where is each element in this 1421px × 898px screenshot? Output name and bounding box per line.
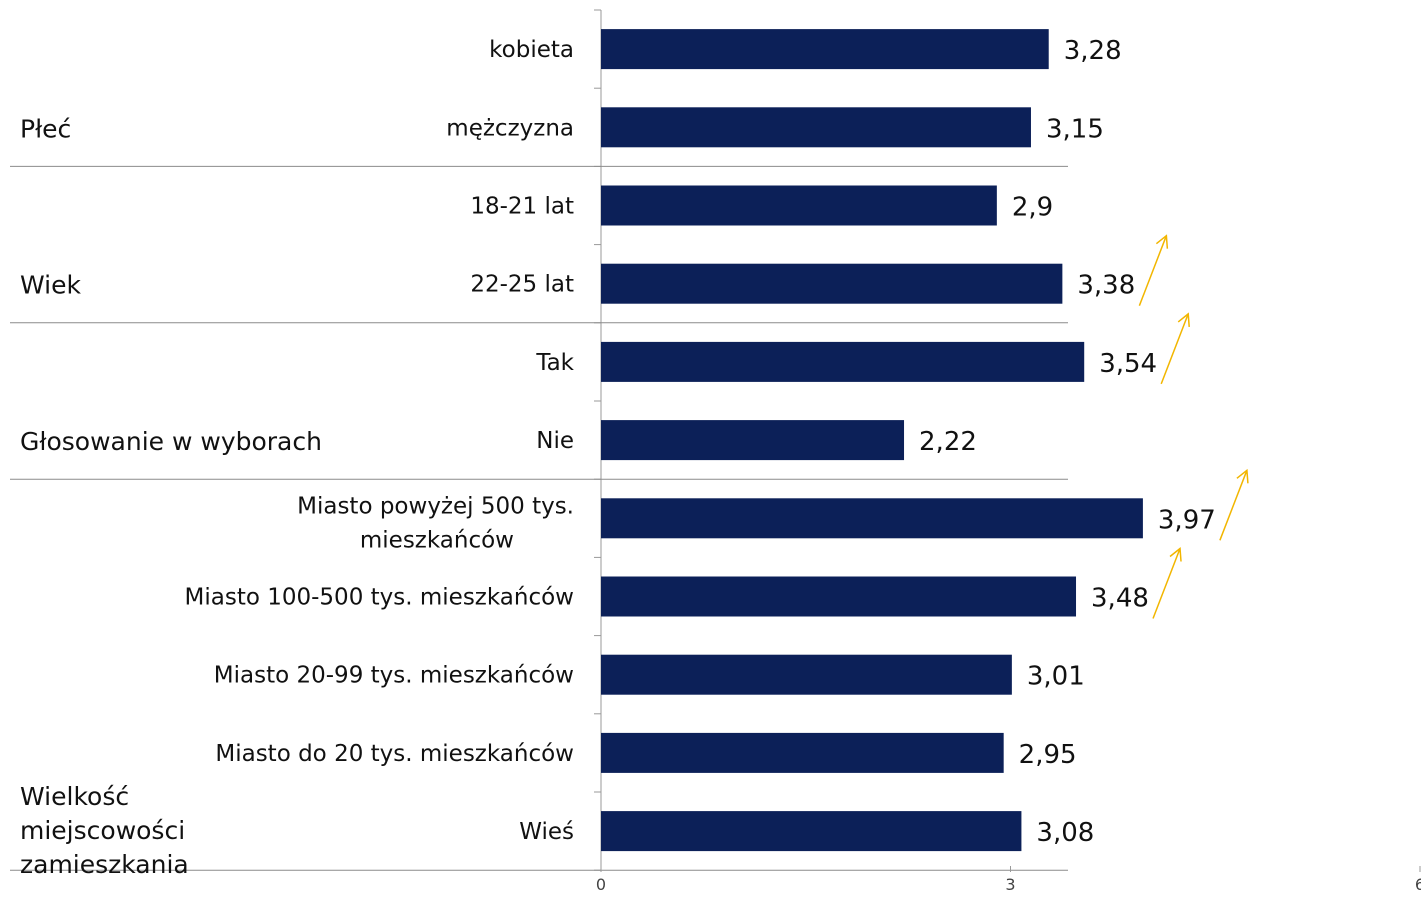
category-label: kobieta bbox=[489, 37, 574, 63]
up-arrow-icon bbox=[1219, 470, 1248, 541]
value-label: 3,54 bbox=[1099, 349, 1157, 379]
bar-7 bbox=[601, 498, 1143, 539]
category-label: Nie bbox=[536, 428, 574, 454]
value-label: 3,97 bbox=[1158, 505, 1216, 535]
category-label: 18-21 lat bbox=[470, 194, 574, 220]
x-tick-label: 3 bbox=[1005, 875, 1015, 894]
x-tick-label: 0 bbox=[596, 875, 606, 894]
category-label: Miasto 20-99 tys. mieszkańców bbox=[214, 663, 574, 689]
bar-2 bbox=[601, 107, 1031, 148]
category-label: 22-25 lat bbox=[470, 272, 574, 298]
bar-9 bbox=[601, 654, 1012, 695]
category-label: Wieś bbox=[519, 819, 574, 845]
group-label: Płeć bbox=[20, 114, 71, 143]
bar-10 bbox=[601, 732, 1004, 773]
bar-11 bbox=[601, 811, 1022, 852]
category-label: Tak bbox=[535, 350, 574, 376]
group-label: Głosowanie w wyborach bbox=[20, 427, 322, 456]
bar-6 bbox=[601, 420, 905, 461]
bar-5 bbox=[601, 341, 1085, 382]
category-label: Miasto 100-500 tys. mieszkańców bbox=[185, 585, 574, 611]
up-arrow-head-icon bbox=[1155, 234, 1169, 249]
value-label: 3,48 bbox=[1091, 584, 1149, 614]
up-arrow-head-icon bbox=[1236, 468, 1249, 484]
value-label: 2,9 bbox=[1012, 193, 1053, 223]
category-label: mężczyzna bbox=[446, 115, 574, 141]
bar-4 bbox=[601, 263, 1063, 304]
up-arrow-head-icon bbox=[1177, 312, 1190, 327]
up-arrow-icon bbox=[1138, 235, 1168, 306]
value-label: 3,15 bbox=[1046, 114, 1104, 144]
x-tick-label: 6 bbox=[1415, 875, 1421, 894]
category-label: Miasto do 20 tys. mieszkańców bbox=[215, 741, 574, 767]
up-arrow-head-icon bbox=[1169, 547, 1182, 562]
value-label: 3,28 bbox=[1064, 36, 1122, 66]
bar-8 bbox=[601, 576, 1077, 617]
group-label: Wiek bbox=[20, 271, 81, 300]
category-label: Miasto powyżej 500 tys. mieszkańców bbox=[297, 493, 574, 553]
bar-3 bbox=[601, 185, 997, 226]
up-arrow-icon bbox=[1160, 313, 1189, 385]
bar-1 bbox=[601, 29, 1049, 70]
group-label: Wielkość miejscowości zamieszkania bbox=[20, 782, 189, 879]
value-label: 3,38 bbox=[1077, 271, 1135, 301]
value-label: 2,22 bbox=[919, 427, 977, 457]
value-label: 2,95 bbox=[1019, 740, 1077, 770]
value-label: 3,01 bbox=[1027, 662, 1085, 692]
up-arrow-icon bbox=[1152, 548, 1181, 619]
value-label: 3,08 bbox=[1036, 818, 1094, 848]
